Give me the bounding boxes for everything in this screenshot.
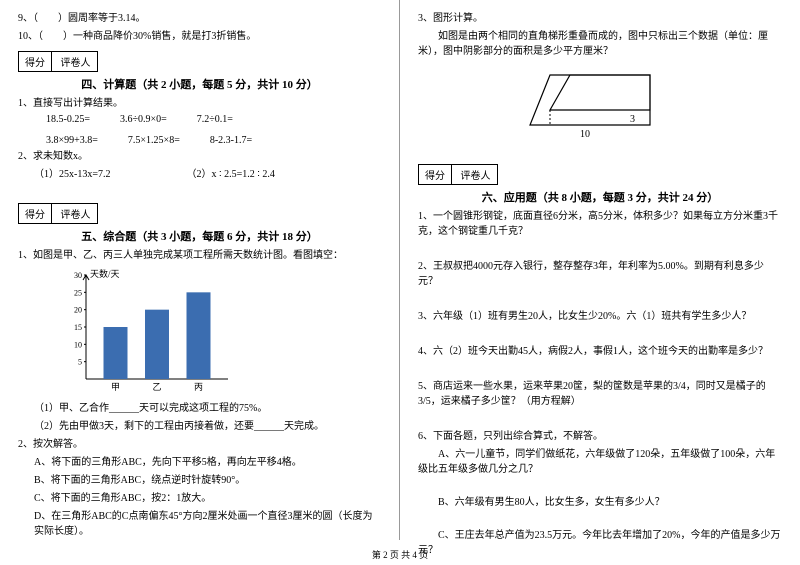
svg-text:甲: 甲 [111, 382, 120, 392]
q10: 10、（ ）一种商品降价30%销售，就是打3折销售。 [18, 29, 381, 44]
svg-text:天数/天: 天数/天 [90, 268, 120, 279]
s4-q2: 2、求未知数x。 [18, 149, 381, 164]
score-label: 得分 [419, 165, 452, 184]
s5-q2: 2、按次解答。 [18, 437, 381, 452]
page-footer: 第 2 页 共 4 页 [0, 548, 800, 561]
score-label: 得分 [19, 52, 52, 71]
s6-q6: 6、下面各题，只列出综合算式，不解答。 [418, 429, 782, 444]
svg-text:乙: 乙 [152, 382, 161, 392]
svg-text:丙: 丙 [194, 382, 203, 392]
calc: 3.6÷0.9×0= [120, 114, 167, 125]
s5-q1a: （1）甲、乙合作______天可以完成这项工程的75%。 [34, 401, 381, 416]
s6-q6a: A、六一儿童节，同学们做纸花，六年级做了120朵，五年级做了100朵，六年级比五… [418, 447, 782, 477]
s4-q2b: （2）x ∶ 2.5=1.2 ∶ 2.4 [187, 169, 275, 180]
score-box-5: 得分 评卷人 [18, 203, 98, 224]
s5-q3: 3、图形计算。 [418, 11, 782, 26]
calc: 7.5×1.25×8= [128, 135, 180, 146]
s6-q2: 2、王叔叔把4000元存入银行，整存整存3年，年利率为5.00%。到期有利息多少… [418, 259, 782, 289]
s5-q2b: B、将下面的三角形ABC，绕点逆时针旋转90°。 [34, 473, 381, 488]
s4-q2a: （1）25x-13x=7.2 [34, 167, 184, 182]
s6-q3: 3、六年级（1）班有男生20人，比女生少20%。六（1）班共有学生多少人？ [418, 309, 782, 324]
svg-text:30: 30 [74, 271, 82, 280]
grader-label: 评卷人 [455, 165, 497, 184]
calc: 8-2.3-1.7= [210, 135, 252, 146]
s6-q6b: B、六年级有男生80人，比女生多，女生有多少人？ [418, 495, 782, 510]
grader-label: 评卷人 [55, 204, 97, 223]
s6-q5: 5、商店运来一些水果，运来苹果20筐，梨的筐数是苹果的3/4，同时又是橘子的3/… [418, 379, 782, 409]
trapezoid-shape: 10 3 [520, 65, 680, 148]
calc: 3.8×99+3.8= [46, 135, 98, 146]
s5-q3-text: 如图是由两个相同的直角梯形重叠而成的，图中只标出三个数据（单位：厘米），图中阴影… [418, 29, 782, 59]
calc: 18.5-0.25= [46, 114, 90, 125]
score-box-6: 得分 评卷人 [418, 164, 498, 185]
bar-chart: 天数/天 5 10 15 20 25 30 甲 乙 丙 [58, 267, 238, 397]
section-4-title: 四、计算题（共 2 小题，每题 5 分，共计 10 分） [18, 76, 381, 92]
q9: 9、（ ）圆周率等于3.14。 [18, 11, 381, 26]
grader-label: 评卷人 [55, 52, 97, 71]
score-label: 得分 [19, 204, 52, 223]
label-10: 10 [580, 129, 590, 140]
s5-q2a: A、将下面的三角形ABC，先向下平移5格，再向左平移4格。 [34, 455, 381, 470]
s5-q1: 1、如图是甲、乙、丙三人单独完成某项工程所需天数统计图。看图填空： [18, 248, 381, 263]
s6-q4: 4、六（2）班今天出勤45人，病假2人，事假1人，这个班今天的出勤率是多少？ [418, 344, 782, 359]
svg-text:5: 5 [78, 358, 82, 367]
svg-text:20: 20 [74, 306, 82, 315]
svg-text:15: 15 [74, 323, 82, 332]
score-box-4: 得分 评卷人 [18, 51, 98, 72]
s5-q2d: D、在三角形ABC的C点南偏东45°方向2厘米处画一个直径3厘米的圆（长度为实际… [34, 509, 381, 539]
section-5-title: 五、综合题（共 3 小题，每题 6 分，共计 18 分） [18, 228, 381, 244]
s6-q1: 1、一个圆锥形钢锭，底面直径6分米，高5分米，体积多少？如果每立方分米重3千克，… [418, 209, 782, 239]
s5-q1b: （2）先由甲做3天，剩下的工程由丙接着做，还要______天完成。 [34, 419, 381, 434]
s5-q2c: C、将下面的三角形ABC，按2：1放大。 [34, 491, 381, 506]
s4-q1: 1、直接写出计算结果。 [18, 96, 381, 111]
svg-text:25: 25 [74, 288, 82, 297]
calc: 7.2÷0.1= [197, 114, 233, 125]
label-3: 3 [630, 114, 635, 125]
svg-text:10: 10 [74, 340, 82, 349]
section-6-title: 六、应用题（共 8 小题，每题 3 分，共计 24 分） [418, 189, 782, 205]
